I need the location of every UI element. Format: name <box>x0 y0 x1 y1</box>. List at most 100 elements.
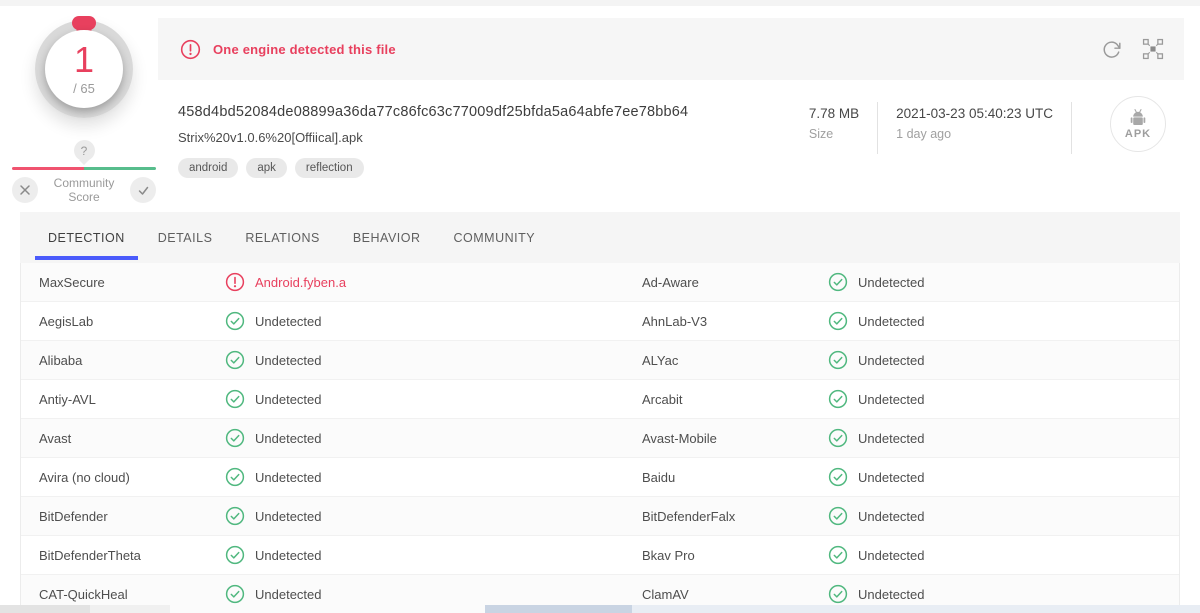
check-circle-icon <box>225 311 245 331</box>
engine-name: AhnLab-V3 <box>642 313 708 329</box>
detection-cell: Baidu Undetected <box>600 458 1179 496</box>
engine-name: CAT-QuickHeal <box>39 586 128 602</box>
engine-name: Bkav Pro <box>642 547 695 563</box>
status-text: Undetected <box>255 430 322 446</box>
tab-relations[interactable]: RELATIONS <box>245 230 320 245</box>
alert-message: One engine detected this file <box>213 41 396 57</box>
vote-malicious-button[interactable] <box>12 177 38 204</box>
scrollbar-thumb[interactable] <box>485 605 632 613</box>
android-icon <box>1130 109 1146 125</box>
detection-cell: BitDefender Undetected <box>21 497 600 535</box>
detection-status: Undetected <box>225 467 322 487</box>
status-text: Undetected <box>255 508 322 524</box>
gauge-inner: 1 / 65 <box>45 30 123 108</box>
detection-status: Undetected <box>828 506 925 526</box>
detection-cell: Arcabit Undetected <box>600 380 1179 418</box>
engine-name: Antiy-AVL <box>39 391 96 407</box>
tag-apk[interactable]: apk <box>246 158 287 178</box>
engine-name: Avast-Mobile <box>642 430 717 446</box>
detection-row: Antiy-AVL Undetected Arcabit Undetected <box>21 380 1179 419</box>
detection-cell: Avast Undetected <box>21 419 600 457</box>
tag-reflection[interactable]: reflection <box>294 158 364 178</box>
status-text: Undetected <box>858 313 925 329</box>
engine-name: BitDefenderTheta <box>39 547 141 563</box>
engine-name: Alibaba <box>39 352 83 368</box>
score-bar-positive <box>84 167 156 170</box>
status-text: Undetected <box>255 586 322 602</box>
status-text: Undetected <box>255 469 322 485</box>
detection-cell: CAT-QuickHeal Undetected <box>21 575 600 613</box>
divider <box>1071 102 1072 154</box>
detection-status: Undetected <box>828 311 925 331</box>
check-circle-icon <box>828 545 848 565</box>
check-circle-icon <box>225 506 245 526</box>
check-circle-icon <box>828 584 848 604</box>
analysis-date: 2021-03-23 05:40:23 UTC <box>896 106 1053 121</box>
status-text: Undetected <box>255 547 322 563</box>
score-widget: 1 / 65 ? Community Score <box>12 10 156 205</box>
detection-status: Undetected <box>225 545 322 565</box>
check-circle-icon <box>225 545 245 565</box>
score-bar-negative <box>12 167 84 170</box>
tab-behavior[interactable]: BEHAVIOR <box>352 230 421 245</box>
detection-status: Undetected <box>225 428 322 448</box>
detection-cell: AhnLab-V3 Undetected <box>600 302 1179 340</box>
detection-cell: BitDefenderTheta Undetected <box>21 536 600 574</box>
engine-name: ClamAV <box>642 586 689 602</box>
file-report-card: One engine detected this file <box>158 18 1184 178</box>
reanalyze-icon[interactable] <box>1101 39 1122 60</box>
vote-harmless-button[interactable] <box>130 177 156 204</box>
similar-files-icon[interactable] <box>1142 38 1164 60</box>
detection-status: Undetected <box>225 389 322 409</box>
engine-name: BitDefenderFalx <box>642 508 736 524</box>
tag-android[interactable]: android <box>178 158 239 178</box>
file-date-block: 2021-03-23 05:40:23 UTC 1 day ago <box>896 106 1053 141</box>
detection-status: Undetected <box>828 545 925 565</box>
status-text: Undetected <box>858 547 925 563</box>
status-text: Undetected <box>858 586 925 602</box>
status-text: Undetected <box>858 352 925 368</box>
file-size-value: 7.78 MB <box>808 106 860 121</box>
status-text: Undetected <box>858 508 925 524</box>
engine-name: MaxSecure <box>39 274 105 290</box>
detection-status: Undetected <box>828 584 925 604</box>
detection-cell: Alibaba Undetected <box>21 341 600 379</box>
alert-circle-icon <box>225 272 245 292</box>
detection-cell: Bkav Pro Undetected <box>600 536 1179 574</box>
detection-status: Undetected <box>828 350 925 370</box>
check-icon <box>138 186 148 195</box>
engine-name: ALYac <box>642 352 679 368</box>
engine-name: Baidu <box>642 469 676 485</box>
tab-detection[interactable]: DETECTION <box>34 212 139 263</box>
status-text: Undetected <box>858 391 925 407</box>
detection-cell: ALYac Undetected <box>600 341 1179 379</box>
check-circle-icon <box>828 311 848 331</box>
check-circle-icon <box>828 350 848 370</box>
detection-cell: ClamAV Undetected <box>600 575 1179 613</box>
status-text: Undetected <box>255 313 322 329</box>
detection-row: MaxSecure Android.fyben.a Ad-Aware Undet… <box>21 263 1179 302</box>
detection-cell: Avira (no cloud) Undetected <box>21 458 600 496</box>
file-hash: 458d4bd52084de08899a36da77c86fc63c77009d… <box>178 104 689 120</box>
detection-status: Undetected <box>225 311 322 331</box>
file-size-label: Size <box>808 127 834 141</box>
community-score-help-icon[interactable]: ? <box>73 140 95 161</box>
detection-score-gauge: 1 / 65 <box>35 16 133 118</box>
detection-row: Avira (no cloud) Undetected Baidu Undete… <box>21 458 1179 497</box>
report-main-card: DETECTION DETAILS RELATIONS BEHAVIOR COMMUNI… <box>20 212 1180 613</box>
page-top-strip <box>0 0 1200 6</box>
tab-community[interactable]: COMMUNITY <box>453 230 536 245</box>
detection-status: Android.fyben.a <box>225 272 346 292</box>
detection-status: Undetected <box>828 389 925 409</box>
check-circle-icon <box>828 428 848 448</box>
tab-details[interactable]: DETAILS <box>157 230 213 245</box>
scrollbar-track[interactable] <box>485 605 1200 613</box>
file-type-badge: APK <box>1110 96 1166 152</box>
score-total: / 65 <box>73 81 95 96</box>
community-score-label: Community Score <box>53 176 115 205</box>
check-circle-icon <box>225 584 245 604</box>
detection-cell: Antiy-AVL Undetected <box>21 380 600 418</box>
check-circle-icon <box>225 467 245 487</box>
check-circle-icon <box>828 506 848 526</box>
detection-row: AegisLab Undetected AhnLab-V3 Undetected <box>21 302 1179 341</box>
